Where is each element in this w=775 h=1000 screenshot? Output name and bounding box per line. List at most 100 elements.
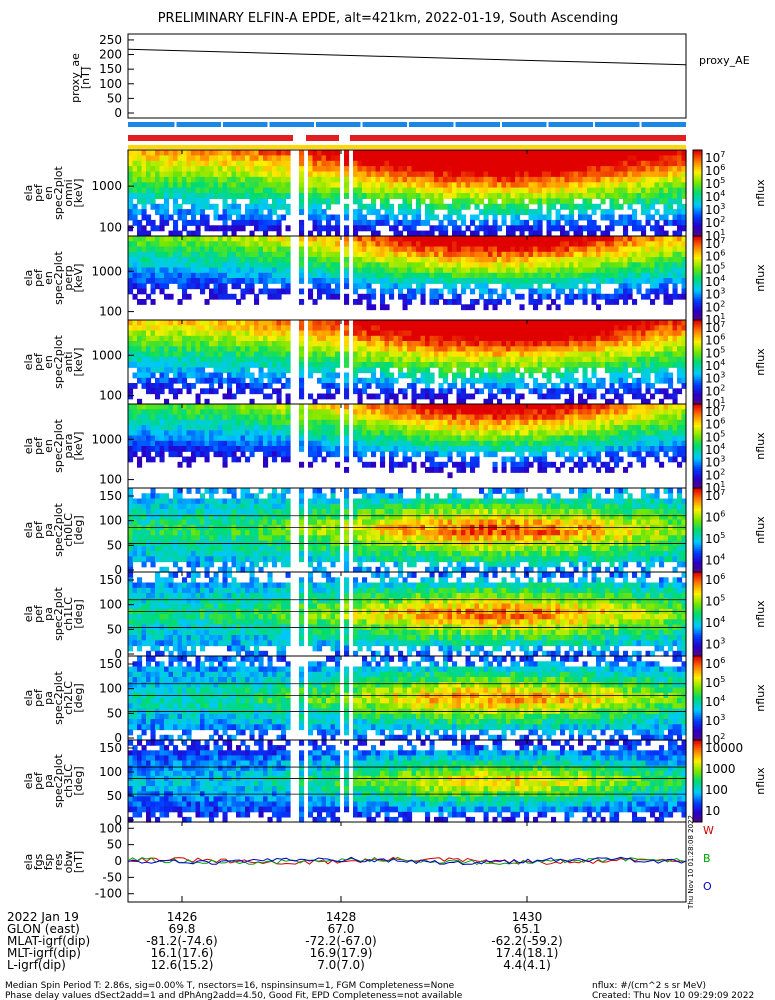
spectrogram-cell <box>614 346 620 353</box>
spectrogram-cell <box>191 367 197 374</box>
spectrogram-cell <box>420 283 426 290</box>
spectrogram-cell <box>204 430 210 437</box>
spectrogram-cell <box>312 209 318 216</box>
spectrogram-cell <box>173 209 179 216</box>
spectrogram-cell <box>510 383 516 389</box>
spectrogram-cell <box>461 356 467 363</box>
spectrogram-cell <box>618 372 624 379</box>
spectrogram-cell <box>420 246 426 253</box>
spectrogram-cell <box>501 160 507 167</box>
spectrogram-cell <box>569 351 575 358</box>
spectrogram-cell <box>546 246 552 253</box>
spectrogram-cell <box>357 193 363 199</box>
spectrogram-cell <box>614 171 620 178</box>
spectrogram-cell <box>146 377 152 384</box>
spectrogram-cell <box>605 187 611 194</box>
spectrogram-cell <box>663 176 669 183</box>
spectrogram-cell <box>141 160 147 167</box>
spectrogram-cell <box>465 278 471 284</box>
spectrogram-cell <box>164 283 170 290</box>
spectrogram-cell <box>465 283 471 290</box>
colorbar-band <box>693 280 702 283</box>
spectrogram-cell <box>195 262 201 269</box>
spectrogram-cell <box>186 325 192 332</box>
spectrogram-cell <box>672 251 678 258</box>
spectrogram-cell <box>663 193 669 199</box>
spectrogram-cell <box>623 214 629 221</box>
spectrogram-cell <box>609 335 615 342</box>
colorbar-band <box>693 231 702 235</box>
colorbar-band <box>693 349 702 352</box>
spectrogram-cell <box>632 262 638 269</box>
spectrogram-cell <box>236 225 242 232</box>
spectrogram-cell <box>330 325 336 332</box>
spectrogram-cell <box>645 176 651 183</box>
spectrogram-cell <box>168 246 174 253</box>
spectrogram-cell <box>420 262 426 269</box>
spectrogram-cell <box>618 257 624 263</box>
y-label-line: en <box>42 355 55 369</box>
spectrogram-cell <box>641 346 647 353</box>
spectrogram-cell <box>141 171 147 178</box>
spectrogram-cell <box>150 440 156 447</box>
spectrogram-cell <box>236 283 242 290</box>
spectrogram-cell <box>191 176 197 183</box>
spectrogram-cell <box>137 246 143 253</box>
spectrogram-cell <box>587 182 593 189</box>
spectrogram-cell <box>209 288 215 295</box>
spectrogram-cell <box>231 356 237 363</box>
spectrogram-cell <box>272 203 278 210</box>
spectrogram-cell <box>164 320 170 326</box>
spectrogram-cell <box>659 335 665 342</box>
spectrogram-cell <box>393 398 399 405</box>
spectrogram-cell <box>434 236 440 242</box>
spectrogram-cell <box>497 193 503 199</box>
spectrogram-cell <box>443 171 449 178</box>
spectrogram-cell <box>537 330 543 337</box>
spectrogram-cell <box>240 330 246 337</box>
spectrogram-cell <box>272 198 278 205</box>
spectrogram-cell <box>479 171 485 178</box>
spectrogram-cell <box>524 257 530 263</box>
spectrogram-cell <box>168 251 174 258</box>
spectrogram-cell <box>618 367 624 374</box>
spectrogram-cell <box>384 267 390 274</box>
spectrogram-cell <box>524 225 530 232</box>
spectrogram-cell <box>398 335 404 342</box>
spectrogram-cell <box>663 272 669 279</box>
spectrogram-cell <box>245 272 251 279</box>
spectrogram-cell <box>285 351 291 358</box>
spectrogram-cell <box>308 166 314 173</box>
spectrogram-cell <box>272 351 278 358</box>
spectrogram-cell <box>128 456 134 463</box>
spectrogram-cell <box>272 155 278 162</box>
spectrogram-cell <box>515 383 521 389</box>
spectrogram-cell <box>438 288 444 295</box>
spectrogram-cell <box>317 241 323 248</box>
spectrogram-cell <box>285 320 291 326</box>
spectrogram-cell <box>132 251 138 258</box>
spectrogram-cell <box>506 325 512 332</box>
spectrogram-cell <box>276 325 282 332</box>
spectrogram-cell <box>389 320 395 326</box>
spectrogram-cell <box>465 166 471 173</box>
spectrogram-cell <box>492 272 498 279</box>
spectrogram-cell <box>164 372 170 379</box>
spectrogram-cell <box>416 171 422 178</box>
spectrogram-cell <box>186 198 192 205</box>
spectrogram-cell <box>641 246 647 253</box>
spectrogram-cell <box>285 225 291 232</box>
spectrogram-cell <box>321 288 327 295</box>
spectrogram-cell <box>155 182 161 189</box>
spectrogram-cell <box>519 193 525 199</box>
spectrogram-cell <box>317 257 323 263</box>
spectrogram-cell <box>632 367 638 374</box>
spectrogram-cell <box>146 236 152 242</box>
spectrogram-cell <box>645 209 651 216</box>
spectrogram-cell <box>438 383 444 389</box>
spectrogram-cell <box>524 367 530 374</box>
spectrogram-cell <box>231 251 237 258</box>
spectrogram-cell <box>524 272 530 279</box>
spectrogram-cell <box>195 372 201 379</box>
spectrogram-cell <box>609 160 615 167</box>
